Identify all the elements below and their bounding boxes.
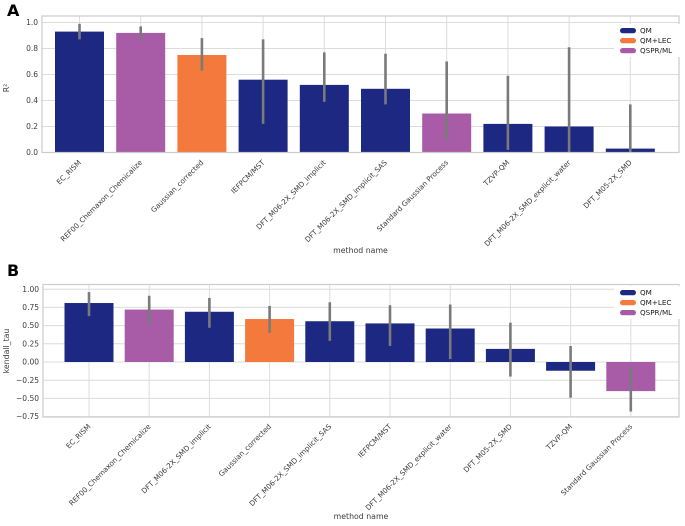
- panel-a-label: A: [7, 1, 20, 20]
- y-tick-label: 0.6: [26, 70, 38, 79]
- y-tick-label: 1.0: [26, 18, 38, 27]
- y-tick-label: 0.25: [22, 339, 39, 348]
- x-tick-label: DFT_M05-2X_SMD: [462, 422, 515, 475]
- y-tick-label: −0.25: [16, 376, 39, 385]
- x-axis-label: method name: [334, 512, 389, 521]
- y-axis-label: R²: [2, 84, 11, 93]
- legend-swatch: [620, 38, 636, 44]
- x-tick-label: IEFPCM/MST: [356, 422, 394, 460]
- y-tick-label: 0.00: [22, 358, 39, 367]
- legend-label: QM: [640, 288, 652, 297]
- x-tick-label: IEFPCM/MST: [229, 158, 267, 196]
- x-tick-label: EC_RISM: [64, 422, 92, 450]
- y-tick-label: −0.75: [16, 412, 39, 421]
- legend-swatch: [620, 290, 636, 296]
- legend-swatch: [620, 28, 636, 34]
- x-tick-label: TZVP-QM: [544, 422, 574, 452]
- legend-label: QSPR/ML: [640, 46, 672, 55]
- legend-swatch: [620, 300, 636, 306]
- x-tick-label: EC_RISM: [55, 158, 83, 186]
- y-tick-label: 0.50: [22, 321, 39, 330]
- x-tick-label: TZVP-QM: [481, 158, 511, 188]
- x-tick-label: Standard Gaussian Process: [559, 422, 634, 497]
- legend-swatch: [620, 310, 636, 316]
- axes-frame: [41, 15, 680, 154]
- bar: [116, 32, 166, 153]
- axes-frame: [42, 283, 680, 418]
- y-tick-label: −0.50: [16, 394, 39, 403]
- x-tick-label: Standard Gaussian Process: [375, 158, 450, 233]
- legend-label: QSPR/ML: [640, 308, 672, 317]
- x-tick-label: DFT_M05-2X_SMD: [581, 158, 634, 211]
- legend-label: QM: [640, 26, 652, 35]
- legend-swatch: [620, 48, 636, 54]
- x-tick-label: DFT_M06-2X_SMD_implicit: [139, 422, 213, 496]
- x-tick-label: DFT_M06-2X_SMD_implicit: [254, 158, 328, 232]
- x-tick-label: Gaussian_corrected: [149, 158, 205, 214]
- x-tick-label: Gaussian_corrected: [217, 422, 273, 478]
- legend-label: QM+LEC: [640, 36, 671, 45]
- legend-label: QM+LEC: [640, 298, 671, 307]
- x-axis-label: method name: [333, 246, 388, 255]
- y-tick-label: 0.8: [26, 44, 38, 53]
- panel-b-label: B: [7, 261, 20, 280]
- y-tick-label: 0.75: [22, 303, 39, 312]
- bar: [177, 55, 227, 153]
- y-tick-label: 0.4: [26, 96, 38, 105]
- y-axis-label: kendall_tau: [2, 329, 11, 374]
- y-tick-label: 0.2: [26, 122, 38, 131]
- bar: [55, 31, 104, 153]
- y-tick-label: 0.0: [26, 148, 38, 157]
- y-tick-label: 1.00: [22, 285, 39, 294]
